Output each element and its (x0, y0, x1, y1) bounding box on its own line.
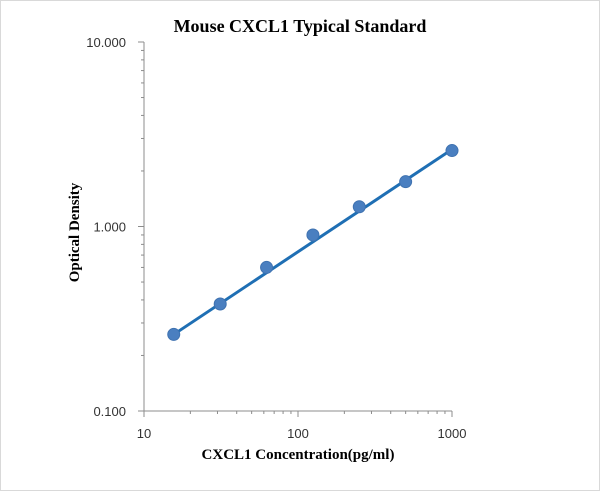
data-point (306, 228, 320, 242)
x-axis-ticks: 10 100 1000 (137, 411, 467, 441)
y-tick-label: 10.000 (86, 35, 126, 50)
data-point (399, 175, 413, 189)
data-point (213, 297, 227, 311)
data-point (352, 200, 366, 214)
data-point (260, 260, 274, 274)
x-tick-label: 10 (137, 426, 151, 441)
x-tick-label: 1000 (438, 426, 467, 441)
plot-area: 0.100 1.000 10.000 10 100 1000 (86, 35, 466, 441)
y-tick-label: 1.000 (93, 220, 126, 235)
data-point (167, 327, 181, 341)
data-points (167, 144, 459, 341)
x-tick-label: 100 (287, 426, 309, 441)
y-axis-ticks: 0.100 1.000 10.000 (86, 35, 144, 419)
data-point (445, 144, 459, 158)
y-tick-label: 0.100 (93, 404, 126, 419)
y-axis-title: Optical Density (67, 182, 83, 282)
x-axis-title: CXCL1 Concentration(pg/ml) (202, 447, 395, 463)
chart-title: Mouse CXCL1 Typical Standard (174, 16, 427, 36)
